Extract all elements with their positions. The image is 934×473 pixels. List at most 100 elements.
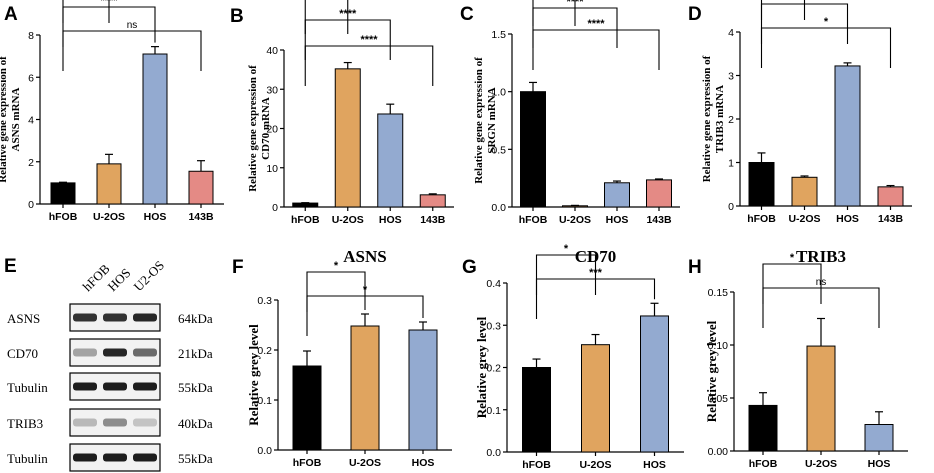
x-tick-label: U-2OS <box>559 214 591 226</box>
significance-bracket: * <box>62 0 110 23</box>
x-tick-label: hFOB <box>291 214 320 226</box>
significance-bracket: **** <box>62 0 156 47</box>
protein-label: Tubulin <box>7 451 48 466</box>
x-tick-label: U-2OS <box>349 457 381 469</box>
panel-f: F ASNS Relative grey level 0.0 0.1 0.2 0.3 hFOB… <box>232 247 452 469</box>
y-axis-label: Relative gene expression ofSRGN mRNA <box>473 57 498 184</box>
blot-row-tubulin: Tubulin 55kDa <box>7 443 213 472</box>
lane-label: hFOB <box>80 261 113 294</box>
x-tick-label: U-2OS <box>579 459 611 471</box>
panel-letter: D <box>688 4 702 25</box>
y-tick-label: 40 <box>266 45 278 57</box>
bar-u-2os <box>334 68 361 208</box>
blot-band <box>133 348 157 357</box>
y-tick-label: 30 <box>266 84 278 96</box>
significance-bracket: ns <box>62 20 202 71</box>
y-tick-label: 0.0 <box>486 447 501 459</box>
blot-band <box>73 348 97 357</box>
bar-143b <box>188 170 214 205</box>
y-tick-label: 0.0 <box>491 202 506 214</box>
blot-band <box>73 453 97 462</box>
significance-bracket: * <box>306 284 424 336</box>
significance-label: * <box>790 252 795 264</box>
y-tick-label: 0.4 <box>486 278 501 290</box>
y-tick-label: 1.0 <box>491 87 506 99</box>
bar-u-2os <box>581 344 610 453</box>
bar-hos <box>864 424 894 452</box>
x-tick-label: hFOB <box>749 458 778 470</box>
y-tick-label: 0.3 <box>257 295 272 307</box>
panel-letter: C <box>460 4 474 25</box>
x-tick-label: HOS <box>379 214 402 226</box>
bar-hfob <box>292 202 319 208</box>
x-tick-label: hFOB <box>747 213 776 225</box>
y-tick-label: 0.10 <box>708 340 729 352</box>
panel-letter: A <box>4 4 18 25</box>
significance-bracket: **** <box>532 18 660 70</box>
y-tick-label: 0.2 <box>257 345 272 357</box>
significance-bracket: **** <box>304 0 349 34</box>
blot-band <box>103 313 127 322</box>
x-tick-label: HOS <box>144 211 167 223</box>
significance-bracket: * <box>535 243 597 295</box>
significance-bracket: ns <box>762 277 880 328</box>
y-tick-label: 0 <box>728 201 734 213</box>
y-axis-label: Relative grey level <box>704 320 719 422</box>
y-tick-label: 0 <box>28 199 34 211</box>
significance-label: * <box>564 243 569 255</box>
x-tick-label: hFOB <box>522 459 551 471</box>
bar-143b <box>877 186 904 207</box>
blot-row-tubulin: Tubulin 55kDa <box>7 372 213 401</box>
significance-label: **** <box>339 8 357 20</box>
x-tick-label: 143B <box>188 211 214 223</box>
bar-hos <box>834 65 861 207</box>
bar-u-2os <box>96 163 122 205</box>
bar-hfob <box>520 91 546 208</box>
protein-label: ASNS <box>7 311 40 326</box>
y-tick-label: 10 <box>266 163 278 175</box>
y-tick-label: 0.2 <box>486 363 501 375</box>
y-tick-label: 1.5 <box>491 29 506 41</box>
protein-label: Tubulin <box>7 380 48 395</box>
blot-band <box>73 382 97 391</box>
y-tick-label: 3 <box>728 71 734 83</box>
x-tick-label: hFOB <box>49 211 78 223</box>
significance-label: * <box>363 284 368 296</box>
bar-hfob <box>292 365 322 451</box>
blot-band <box>73 418 97 427</box>
y-tick-label: 4 <box>28 115 34 127</box>
x-tick-label: HOS <box>606 214 629 226</box>
significance-label: **** <box>360 34 378 46</box>
bar-hos <box>377 113 404 208</box>
significance-bracket: **** <box>304 34 434 86</box>
x-tick-label: U-2OS <box>332 214 364 226</box>
panel-c: C Relative gene expression ofSRGN mRNA 0.0… <box>460 0 680 226</box>
blot-band <box>103 348 127 357</box>
significance-label: *** <box>589 267 603 279</box>
blot-band <box>133 418 157 427</box>
bar-hfob <box>50 182 76 205</box>
y-tick-label: 0 <box>272 202 278 214</box>
blot-membrane <box>69 408 161 437</box>
bar-hfob <box>748 404 778 452</box>
x-tick-label: 143B <box>420 214 446 226</box>
significance-bracket: * <box>306 260 366 312</box>
y-tick-label: 0.05 <box>708 393 729 405</box>
protein-label: CD70 <box>7 346 38 361</box>
y-tick-label: 2 <box>28 157 34 169</box>
blot-band <box>133 382 157 391</box>
significance-label: ns <box>127 20 138 31</box>
y-tick-label: 0.1 <box>486 405 501 417</box>
x-tick-label: U-2OS <box>788 213 820 225</box>
blot-band <box>103 418 127 427</box>
bar-143b <box>646 179 672 208</box>
bar-u-2os <box>806 345 836 452</box>
x-tick-label: U-2OS <box>805 458 837 470</box>
bar-u-2os <box>791 176 818 207</box>
significance-label: **** <box>587 18 605 30</box>
significance-label: ns <box>816 277 827 288</box>
y-tick-label: 2 <box>728 114 734 126</box>
blot-row-cd70: CD70 21kDa <box>7 338 213 367</box>
